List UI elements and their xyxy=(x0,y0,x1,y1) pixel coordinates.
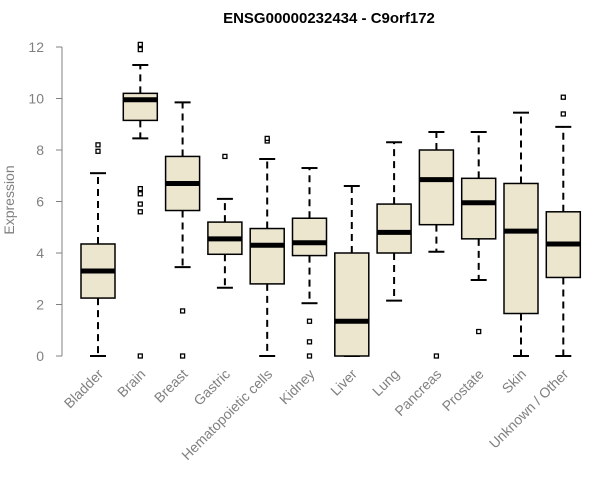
y-tick-label: 2 xyxy=(36,297,44,313)
outlier-point xyxy=(433,353,440,359)
iqr-box xyxy=(418,149,455,226)
x-tick-label: Skin xyxy=(499,366,530,397)
outlier-point xyxy=(137,353,143,359)
x-tick-label: Unknown / Other xyxy=(486,366,572,452)
x-tick-label: Bladder xyxy=(61,366,107,412)
x-tick-label: Lung xyxy=(369,366,402,399)
y-tick-label: 4 xyxy=(36,245,44,261)
y-tick-label: 12 xyxy=(28,39,44,55)
chart-title: ENSG00000232434 - C9orf172 xyxy=(223,10,435,27)
outlier-point xyxy=(137,41,143,48)
outlier-point xyxy=(306,339,313,345)
outlier-point xyxy=(476,328,482,335)
y-tick-label: 6 xyxy=(36,194,44,210)
outlier-point xyxy=(560,94,566,100)
y-axis-label: Expression xyxy=(1,165,17,234)
x-tick-label: Pancreas xyxy=(391,366,444,419)
outlier-point xyxy=(95,148,101,154)
iqr-box xyxy=(503,182,539,315)
box-group xyxy=(545,94,582,357)
box-group xyxy=(418,130,455,359)
x-tick-label: Brain xyxy=(114,366,148,400)
box-group xyxy=(460,130,497,335)
box-group xyxy=(164,101,201,359)
outlier-point xyxy=(264,135,270,142)
outlier-point xyxy=(137,209,143,215)
y-tick-label: 0 xyxy=(36,348,44,364)
box-group xyxy=(80,142,116,357)
x-tick-label: Breast xyxy=(151,366,191,406)
box-group xyxy=(334,185,370,357)
box-group xyxy=(122,41,159,359)
box-series xyxy=(80,41,582,359)
y-axis-ticks: 0 2 4 6 8 10 12 xyxy=(28,39,62,364)
x-tick-label: Prostate xyxy=(439,366,487,414)
iqr-box xyxy=(460,177,497,240)
x-tick-label: Kidney xyxy=(276,366,318,408)
y-tick-label: 8 xyxy=(36,142,44,158)
iqr-box xyxy=(376,203,412,254)
iqr-box xyxy=(249,227,285,285)
box-group xyxy=(249,135,285,357)
box-group xyxy=(503,111,539,357)
iqr-box xyxy=(291,217,328,257)
outlier-point xyxy=(560,111,566,117)
box-group xyxy=(376,141,412,302)
outlier-point xyxy=(179,308,186,314)
outlier-point xyxy=(137,46,143,53)
outlier-point xyxy=(306,318,313,324)
outlier-point xyxy=(137,191,143,197)
box-group xyxy=(207,153,243,289)
outlier-point xyxy=(222,153,228,160)
outlier-point xyxy=(306,353,313,359)
outlier-point xyxy=(137,185,143,192)
outlier-point xyxy=(95,142,101,148)
x-tick-label: Liver xyxy=(327,366,360,399)
y-tick-label: 10 xyxy=(28,91,44,107)
box-group xyxy=(291,167,328,359)
outlier-point xyxy=(137,201,143,207)
iqr-box xyxy=(334,252,370,357)
outlier-point xyxy=(179,353,186,359)
